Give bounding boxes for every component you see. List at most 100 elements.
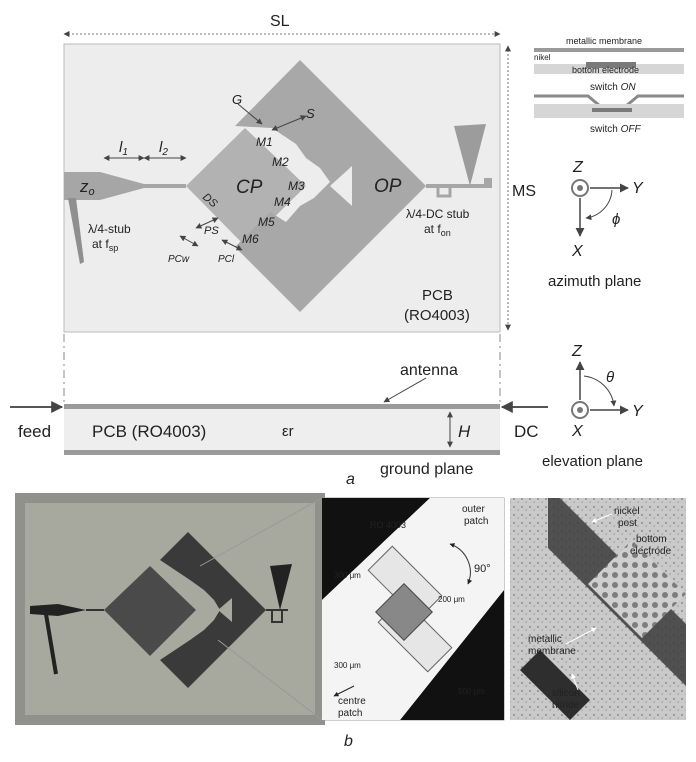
legend-switch-on: switch ON [590, 82, 636, 93]
s-label: S [306, 106, 315, 121]
outer-patch-notch [330, 166, 352, 206]
elevation-theta-label: θ [606, 369, 614, 386]
right-line [426, 184, 492, 188]
azimuth-axes: Z Y X ϕ azimuth plane [548, 159, 644, 290]
zoom-centre-arrow [333, 685, 355, 697]
feed-taper [64, 172, 144, 200]
g-label: G [232, 92, 242, 107]
pcl-dim [221, 239, 243, 251]
elevation-z-label: Z [571, 343, 583, 360]
side-antenna-label: antenna [400, 362, 458, 379]
micro-nitride-arrow [571, 673, 579, 691]
zoom-centre-patch-2: patch [338, 708, 362, 719]
side-dc-label: DC [514, 422, 539, 441]
micro-nickel-arrow [591, 513, 613, 523]
right-stub-end [484, 178, 492, 186]
micro-nickel-1: nickel [614, 506, 640, 517]
ps-dim [195, 217, 219, 229]
z0-label: zo [79, 177, 95, 198]
micro-membrane-arrow [565, 627, 597, 645]
photo-right-step [271, 610, 283, 623]
azimuth-x-label: X [571, 243, 584, 260]
side-ground-label: ground plane [380, 461, 474, 478]
l1-label: l1 [119, 139, 128, 158]
zoom-line-top [199, 497, 323, 567]
side-antenna [64, 404, 500, 409]
left-stub [68, 198, 84, 264]
micro-nitride [520, 650, 590, 720]
micro-membrane-1: metallic [528, 634, 562, 645]
micro-nitride-1: silicon [552, 688, 580, 699]
membrane-m5-label: M5 [258, 215, 275, 229]
elevation-y-label: Y [632, 403, 644, 420]
zoom-angle-arc [449, 543, 473, 585]
pcl-label: PCl [218, 254, 235, 265]
switch-micrograph: nickel post bottom electrode metallic me… [510, 498, 686, 720]
micro-bottom-1: bottom [636, 534, 667, 545]
membrane-m1-label: M1 [256, 135, 273, 149]
pcw-dim [179, 235, 199, 247]
side-pcb-label: PCB (RO4003) [92, 422, 206, 441]
switch-zoom-diagram: RO 4003 outer patch 90° 300 μm 200 μm 30… [321, 497, 505, 721]
azimuth-origin-dot [577, 185, 583, 191]
elevation-axes: Z Y X θ elevation plane [542, 343, 644, 470]
fabricated-antenna-photo [15, 493, 325, 725]
right-stub-fan [454, 124, 486, 186]
right-stub-step [436, 186, 452, 198]
legend-on-electrode [592, 108, 632, 112]
zoom-outer-patch-1: outer [462, 504, 485, 515]
micro-bottom-2: electrode [630, 546, 672, 557]
zoom-dim-300-bottom: 300 μm [334, 661, 361, 670]
op-label: OP [374, 176, 402, 197]
right-stub-label-1: λ/4-DC stub [406, 207, 470, 221]
legend-metallic-membrane: metallic membrane [566, 36, 642, 46]
zoom-ro4003: RO 4003 [370, 520, 406, 530]
photo-vignette [15, 493, 325, 725]
s-dim [271, 115, 307, 131]
sl-label: SL [270, 13, 290, 30]
zoom-dim-500: 500 μm [458, 687, 485, 696]
elevation-plane-label: elevation plane [542, 453, 643, 470]
zoom-centre-patch-1: centre [338, 696, 366, 707]
photo-feed-stub [44, 613, 58, 675]
photo-outer-patch [160, 532, 266, 688]
membrane-m4-label: M4 [274, 195, 291, 209]
panel-b-label: b [344, 733, 353, 750]
photo-feed-taper [30, 604, 86, 616]
cp-label: CP [236, 177, 263, 198]
micro-membrane-2: membrane [528, 646, 576, 657]
photo-outer-notch [218, 598, 232, 622]
l2-label: l2 [159, 139, 168, 158]
panel-a-label: a [346, 471, 355, 488]
left-stub-label-1: λ/4-stub [88, 222, 131, 236]
photo-right-fan [270, 564, 292, 610]
side-epsilon-label: εr [282, 423, 294, 440]
zoom-dim-300-top: 300 μm [334, 571, 361, 580]
side-ground [64, 450, 500, 455]
legend-switch-off: switch OFF [590, 124, 641, 135]
azimuth-phi-label: ϕ [612, 211, 620, 228]
legend-membrane-bar [534, 48, 684, 52]
azimuth-z-label: Z [572, 159, 584, 176]
azimuth-plane-label: azimuth plane [548, 273, 641, 290]
pcb-label-line1: PCB [422, 287, 453, 304]
azimuth-y-label: Y [632, 180, 644, 197]
legend-bottom-bar [534, 64, 684, 74]
switch-legend: metallic membrane nikel bottom electrode… [534, 36, 684, 135]
pcw-label: PCw [168, 254, 190, 265]
membrane-m2-label: M2 [272, 155, 289, 169]
g-dim [237, 103, 263, 125]
zoom-dim-200: 200 μm [438, 595, 465, 604]
azimuth-phi-arc [585, 189, 613, 221]
micro-nitride-2: nitride [552, 700, 580, 711]
elevation-x-label: X [571, 423, 584, 440]
side-substrate [64, 408, 500, 450]
ms-label: MS [512, 183, 536, 200]
antenna-leader [383, 377, 427, 403]
zoom-outer-patch-2: patch [464, 516, 488, 527]
legend-nikel: nikel [534, 53, 551, 62]
zoom-line-bottom [217, 639, 323, 721]
feed-line [144, 184, 186, 188]
zoom-switch-core [375, 583, 433, 641]
